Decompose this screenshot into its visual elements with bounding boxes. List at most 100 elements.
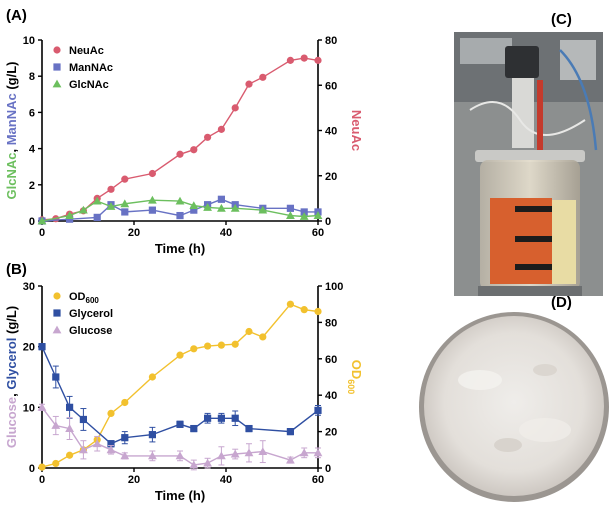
chart-b-point-od600: [52, 459, 60, 468]
chart-b-point-od600: [38, 463, 46, 471]
powder-shadow-1: [494, 438, 522, 452]
chart-b-legend-marker-od600: [53, 292, 61, 300]
chart-b-point-glucose: [92, 439, 102, 448]
chart-a-legend-marker-mannac: [53, 63, 61, 71]
chart-a-point-glcnac: [203, 203, 212, 211]
chart-b-left-axis-title-part: Glucose: [4, 397, 19, 448]
chart-b-point-glycerol: [148, 431, 156, 439]
chart-a-point-neuac: [314, 56, 322, 64]
chart-a-right-tick-label: 80: [325, 35, 337, 47]
chart-b-left-tick-label: 30: [23, 281, 35, 293]
chart-b-right-tick-label: 60: [325, 354, 337, 366]
chart-b-series-line-glucose: [41, 406, 318, 466]
chart-b-point-glycerol: [245, 424, 253, 433]
chart-b-point-glycerol: [231, 414, 239, 422]
chart-b-point-glycerol: [121, 434, 129, 442]
chart-a-legend-marker-glcnac: [52, 79, 62, 88]
chart-b-legend-label-glycerol: Glycerol: [69, 308, 113, 320]
chart-a-point-glcnac: [189, 201, 199, 210]
chart-b-point-glycerol: [286, 428, 294, 436]
powder-in-dish-photo: [419, 312, 609, 502]
chart-b-point-od600: [245, 327, 253, 336]
chart-b-point-glycerol: [204, 414, 212, 422]
panel-label-b: (B): [6, 261, 27, 278]
chart-b-point-glucose: [258, 447, 268, 456]
photo-panel: [460, 38, 512, 64]
chart-b-point-glucose: [230, 449, 240, 458]
chart-b-left-axis-title-part: Glycerol: [4, 338, 19, 390]
chart-b-point-od600: [314, 307, 322, 316]
chart-b-left-tick-label: 0: [29, 463, 35, 475]
chart-b-point-glucose: [244, 448, 254, 457]
chart-a-point-mannac: [300, 208, 308, 216]
panel-label-d: (D): [551, 294, 572, 311]
chart-a-point-glcnac: [175, 196, 185, 205]
photo-culture: [552, 200, 576, 284]
chart-b-point-od600: [190, 345, 198, 353]
chart-b-right-axis-title: OD600: [346, 360, 364, 395]
chart-a-point-glcnac: [65, 211, 74, 219]
chart-b-point-glucose: [79, 445, 88, 454]
chart-b-point-od600: [121, 398, 129, 407]
chart-b-x-tick-label: 40: [220, 474, 232, 486]
chart-b-legend-marker-glucose: [52, 325, 62, 334]
chart-a-left-tick-label: 10: [23, 35, 35, 47]
chart-a-point-glcnac: [120, 199, 130, 208]
chart-a-point-glcnac: [313, 211, 323, 219]
bioreactor-photo: [454, 32, 603, 296]
chart-a-right-tick-label: 0: [325, 216, 331, 228]
chart-b-left-axis-title-part: ,: [4, 390, 19, 397]
chart-b-right-axis-title-sub: 600: [346, 379, 356, 394]
chart-a-left-tick-label: 2: [29, 180, 35, 192]
photo-vessel-lid: [475, 150, 585, 162]
chart-a-point-glcnac: [37, 216, 47, 225]
chart-b-point-glycerol: [66, 403, 74, 411]
chart-a-point-mannac: [176, 211, 184, 220]
chart-b-legend-label-sub: 600: [86, 296, 100, 305]
chart-b-point-glucose: [189, 460, 199, 469]
chart-b-point-od600: [66, 451, 74, 459]
powder-highlight-2: [519, 418, 571, 442]
chart-b-x-tick-label: 0: [39, 474, 45, 486]
chart-b-point-glucose: [313, 448, 323, 457]
chart-b-point-od600: [259, 333, 267, 341]
chart-b-point-glycerol: [107, 440, 115, 448]
chart-b-point-glucose: [299, 448, 309, 457]
chart-a-left-axis-title-part: (g/L): [4, 62, 19, 94]
chart-a-point-glcnac: [92, 196, 102, 205]
photo-motor: [505, 46, 539, 78]
chart-b-point-od600: [176, 351, 184, 359]
chart-b-point-glucose: [51, 421, 61, 429]
chart-a-x-tick-label: 40: [220, 227, 232, 239]
chart-a-point-mannac: [66, 215, 74, 223]
panel-label-a: (A): [6, 7, 27, 24]
chart-b-point-glucose: [148, 451, 157, 460]
chart-b-left-axis-title-part: (g/L): [4, 306, 19, 338]
chart-b-legend-label-od600: OD600: [69, 291, 99, 305]
chart-a-point-neuac: [300, 54, 308, 62]
chart-a-legend-marker-neuac: [53, 46, 61, 54]
powder-shadow-2: [533, 364, 557, 376]
chart-b-point-od600: [148, 373, 156, 381]
chart-a-point-mannac: [217, 195, 225, 203]
chart-b-point-glycerol: [314, 406, 322, 414]
chart-a-point-neuac: [148, 169, 156, 178]
chart-b-point-glycerol: [190, 424, 198, 433]
chart-a-legend-label-mannac: ManNAc: [69, 62, 113, 74]
chart-a-x-axis-title: Time (h): [155, 241, 205, 256]
chart-a-point-mannac: [190, 206, 198, 214]
chart-b-right-tick-label: 80: [325, 317, 337, 329]
chart-a-left-tick-label: 4: [29, 144, 36, 156]
chart-b-legend-marker-glycerol: [53, 309, 61, 317]
chart-b-point-od600: [204, 342, 212, 350]
chart-a-point-neuac: [245, 80, 253, 88]
chart-b-point-glucose: [175, 451, 185, 460]
chart-a-x-tick-label: 60: [312, 227, 324, 239]
chart-a-point-neuac: [217, 125, 225, 133]
chart-b-point-glycerol: [79, 415, 87, 424]
chart-b-legend-label-main: OD: [69, 291, 86, 303]
chart-b-right-tick-label: 20: [325, 427, 337, 439]
chart-b-point-glycerol: [38, 343, 46, 351]
chart-b-right-tick-label: 0: [325, 463, 331, 475]
